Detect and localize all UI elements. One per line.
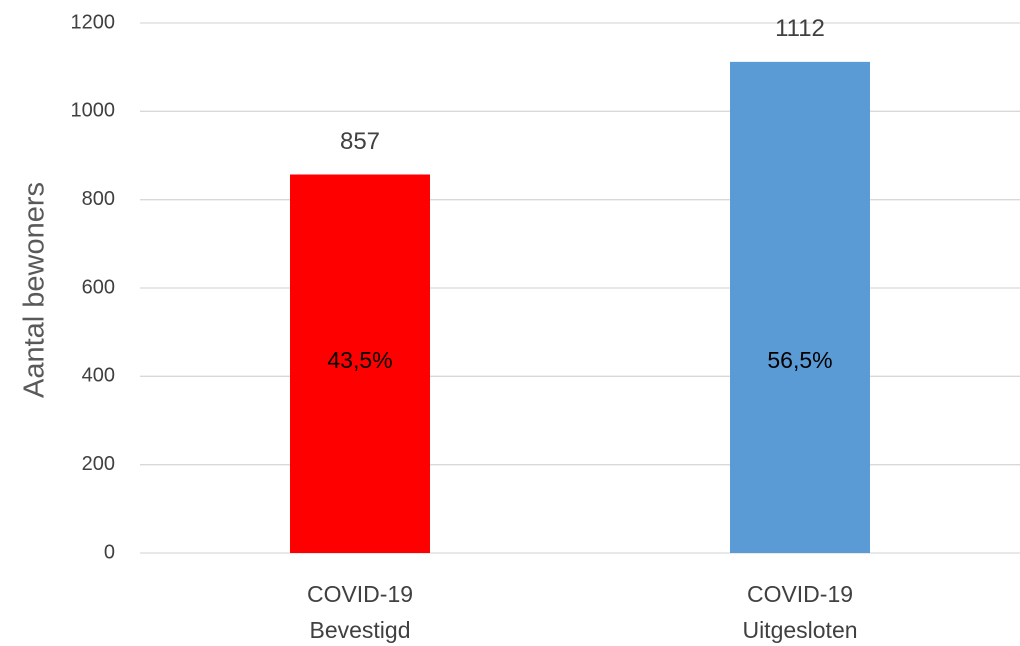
y-axis-title: Aantal bewoners bbox=[19, 182, 51, 398]
share-label: 43,5% bbox=[327, 347, 392, 373]
y-tick-label: 400 bbox=[82, 365, 115, 387]
x-tick-label: Uitgesloten bbox=[742, 617, 857, 643]
share-label: 56,5% bbox=[767, 347, 832, 373]
y-tick-label: 800 bbox=[82, 188, 115, 210]
x-tick-label: COVID-19 bbox=[747, 581, 853, 607]
y-tick-label: 600 bbox=[82, 276, 115, 298]
bar bbox=[290, 174, 430, 553]
y-tick-label: 0 bbox=[104, 541, 115, 563]
x-tick-label: Bevestigd bbox=[309, 617, 410, 643]
value-label: 1112 bbox=[775, 15, 825, 42]
value-label: 857 bbox=[340, 128, 380, 155]
y-tick-label: 1000 bbox=[71, 100, 116, 122]
y-tick-label: 200 bbox=[82, 453, 115, 475]
bar bbox=[730, 61, 870, 553]
x-tick-label: COVID-19 bbox=[307, 581, 413, 607]
y-tick-label: 1200 bbox=[71, 11, 116, 33]
